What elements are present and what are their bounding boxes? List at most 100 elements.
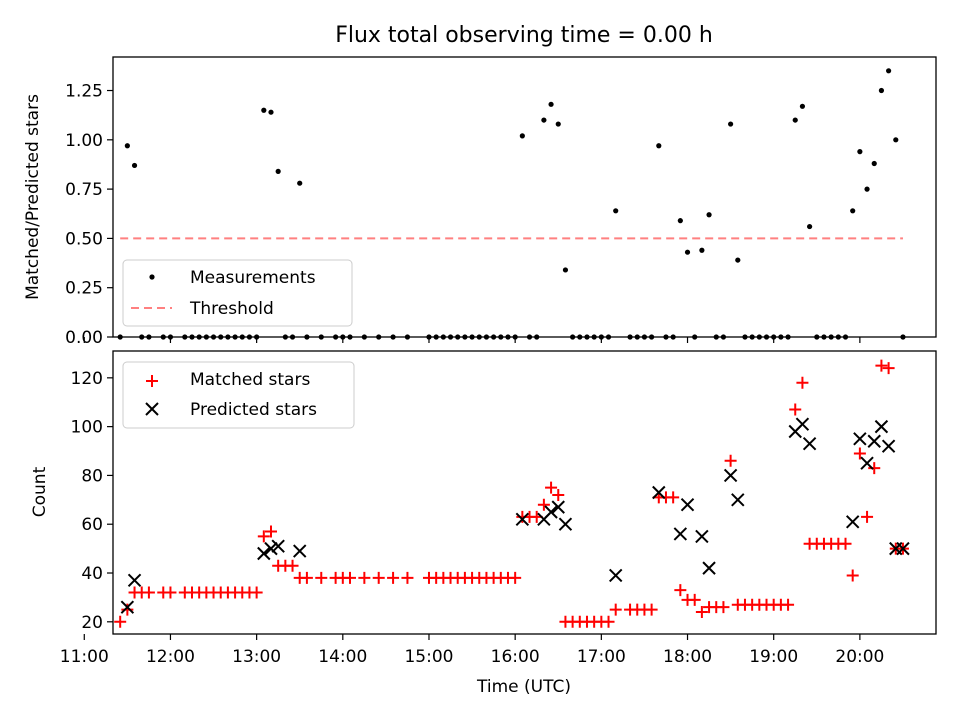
matched-stars-point [695, 606, 708, 619]
matched-stars-point [674, 584, 687, 597]
top-panel: Flux total observing time = 0.00 h Match… [23, 23, 937, 348]
bottom-y-tick-label: 20 [81, 613, 103, 633]
measurement-point [850, 208, 856, 214]
top-y-tick-label: 1.00 [65, 131, 103, 151]
bottom-legend-box [122, 361, 355, 429]
matched-stars-point [250, 586, 263, 599]
predicted-stars-point [293, 544, 307, 558]
bottom-plot-frame [112, 350, 937, 635]
measurement-point [864, 186, 870, 192]
matched-stars-point [602, 615, 615, 628]
bottom-y-tick-label: 100 [71, 418, 103, 438]
measurement-point [886, 68, 892, 74]
matched-stars-point [839, 537, 852, 550]
predicted-legend-label: Predicted stars [190, 400, 317, 420]
measurements-legend-label: Measurements [190, 268, 316, 288]
top-y-tick-label: 0.50 [65, 229, 103, 249]
matched-stars-point [142, 586, 155, 599]
bottom-x-tick-label: 17:00 [577, 647, 626, 667]
matched-stars-point [286, 559, 299, 572]
top-chart-title: Flux total observing time = 0.00 h [335, 23, 713, 48]
top-y-tick-label: 0.75 [65, 180, 103, 200]
measurement-point [728, 121, 734, 127]
predicted-legend-marker [145, 402, 159, 416]
matched-stars-point [796, 376, 809, 389]
predicted-stars-point [802, 436, 817, 451]
matched-stars-point [789, 403, 802, 416]
matched-legend-label: Matched stars [190, 370, 310, 390]
matched-stars-point [537, 498, 550, 511]
bottom-x-tick-label: 11:00 [60, 647, 109, 667]
matched-stars-point [164, 586, 177, 599]
measurement-point [799, 103, 806, 109]
bottom-axis-ticks: 20 40 60 80 100 120 11:00 12:00 13:00 14:00 15:00 1… [60, 369, 885, 667]
bottom-x-tick-label: 16:00 [491, 647, 540, 667]
predicted-stars-point [551, 500, 565, 514]
predicted-stars-point [845, 515, 860, 529]
measurement-point [706, 212, 712, 218]
predicted-stars-point [264, 541, 278, 556]
predicted-stars-point [874, 419, 889, 434]
matched-stars-point [882, 362, 895, 375]
matched-stars-point [264, 525, 277, 538]
matched-stars-point [509, 571, 522, 584]
bottom-legend: Matched stars Predicted stars [122, 361, 355, 429]
predicted-stars-point [853, 432, 867, 446]
predicted-stars-point [731, 493, 745, 507]
bottom-x-tick-label: 18:00 [663, 647, 712, 667]
measurement-point [131, 162, 138, 169]
matched-stars-point [372, 571, 385, 584]
predicted-stars-point [558, 517, 573, 531]
matched-stars-point [114, 615, 127, 628]
measurement-point [677, 218, 683, 224]
measurement-point [548, 101, 554, 107]
bottom-x-tick-label: 14:00 [318, 647, 367, 667]
measurement-point [735, 257, 741, 263]
predicted-stars-point [271, 539, 285, 553]
matched-stars-point [782, 598, 795, 611]
matched-stars-point [645, 603, 658, 616]
predicted-stars-point [860, 456, 874, 470]
matched-stars-point [401, 571, 414, 584]
measurement-point [792, 117, 798, 123]
matched-stars-point [609, 603, 622, 616]
predicted-stars-point [795, 417, 810, 431]
matched-stars-point [545, 481, 558, 494]
matched-stars-point [552, 488, 565, 501]
measurement-point [878, 87, 885, 94]
bottom-y-tick-label: 40 [81, 564, 103, 584]
bottom-plot-marks [114, 359, 910, 628]
matched-stars-point [688, 593, 701, 606]
predicted-stars-point [120, 600, 135, 614]
matched-stars-point [846, 569, 859, 582]
measurement-point [656, 143, 662, 149]
measurement-point [261, 107, 267, 113]
predicted-stars-point [257, 546, 271, 561]
matched-stars-point [868, 462, 881, 475]
matched-stars-point [121, 603, 134, 616]
matched-stars-point [257, 530, 270, 543]
bottom-panel: Count Time (UTC) 20 40 60 80 100 120 11:00 12:0… [30, 350, 937, 697]
top-legend-box [122, 259, 353, 327]
bottom-x-tick-label: 12:00 [146, 647, 195, 667]
top-y-tick-label: 1.25 [65, 82, 103, 102]
predicted-stars-point [867, 434, 881, 448]
bottom-y-tick-label: 80 [81, 466, 103, 486]
predicted-stars-point [680, 497, 695, 512]
matched-stars-point [315, 571, 328, 584]
measurements-legend-marker [149, 274, 155, 280]
predicted-stars-point [881, 439, 896, 453]
top-y-tick-label: 0.25 [65, 279, 103, 299]
predicted-stars-point [695, 529, 709, 544]
predicted-stars-point [544, 505, 558, 519]
top-plot-frame [112, 56, 937, 338]
measurement-point [684, 249, 691, 255]
matched-stars-point [343, 571, 356, 584]
top-y-axis-label: Matched/Predicted stars [23, 94, 43, 300]
threshold-legend-label: Threshold [189, 299, 274, 319]
bottom-x-tick-label: 13:00 [232, 647, 281, 667]
bottom-x-axis-label: Time (UTC) [476, 677, 571, 697]
bottom-y-axis-label: Count [30, 466, 50, 517]
matched-stars-point [724, 454, 737, 467]
